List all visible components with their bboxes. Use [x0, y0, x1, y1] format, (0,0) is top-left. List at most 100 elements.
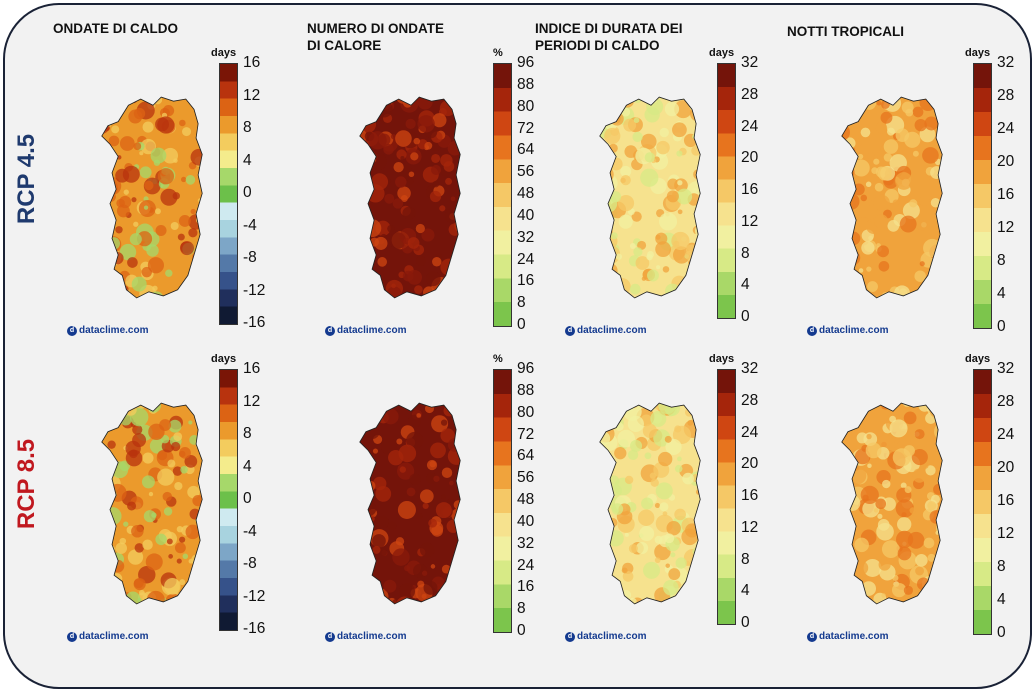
- colorbar-tick-label: 16: [243, 360, 261, 377]
- colorbar-tick-label: 96: [517, 360, 535, 377]
- colorbar-tick-label: 20: [997, 153, 1015, 170]
- colorbar: [717, 63, 736, 319]
- dataclime-logo: d dataclime.com: [565, 325, 646, 336]
- colorbar-tick-label: -16: [243, 620, 266, 637]
- colorbar-tick-label: -4: [243, 216, 257, 234]
- colorbar-tick-label: 8: [997, 558, 1006, 575]
- colorbar-unit: days: [211, 353, 237, 365]
- brand-text: dataclime.com: [337, 325, 407, 336]
- dataclime-logo: d dataclime.com: [565, 631, 646, 642]
- column-title-1: ONDATE DI CALDO: [53, 20, 178, 37]
- colorbar-tick-label: 12: [741, 518, 759, 536]
- colorbar-tick-label: 8: [243, 425, 252, 442]
- globe-icon: d: [67, 631, 77, 642]
- column-title-line: NOTTI TROPICALI: [787, 24, 904, 39]
- colorbar-tick-label: -16: [243, 314, 266, 331]
- globe-icon: d: [807, 631, 817, 642]
- colorbar-tick-label: 32: [997, 360, 1015, 377]
- colorbar-tick-label: 24: [517, 556, 535, 574]
- colorbar-tick-label: 16: [997, 492, 1015, 509]
- colorbar-tick-label: 56: [517, 163, 535, 181]
- colorbar-unit: days: [709, 353, 735, 365]
- colorbar-tick-label: 8: [517, 294, 526, 312]
- colorbar-tick-label: 20: [741, 455, 759, 473]
- sardinia-map-2-1: [359, 96, 461, 299]
- colorbar: [219, 369, 238, 631]
- colorbar-tick-label: 12: [997, 219, 1015, 236]
- colorbar-tick-label: 4: [243, 457, 252, 475]
- colorbar-tick-label: 0: [517, 622, 526, 639]
- colorbar-tick-label: 32: [517, 228, 535, 246]
- colorbar-tick-label: 24: [741, 117, 759, 135]
- colorbar-tick-label: 72: [517, 119, 535, 137]
- colorbar-tick-label: 48: [517, 491, 535, 508]
- column-title-line: ONDATE DI CALDO: [53, 21, 178, 36]
- colorbar-tick-label: 16: [517, 272, 535, 290]
- dataclime-logo: d dataclime.com: [325, 325, 406, 336]
- colorbar-tick-label: 8: [741, 550, 750, 568]
- colorbar-tick-label: 4: [997, 591, 1006, 608]
- colorbar-tick-label: 40: [517, 206, 535, 224]
- colorbar-tick-label: 12: [243, 392, 261, 410]
- colorbar-tick-label: 4: [741, 582, 750, 600]
- colorbar: [973, 63, 992, 329]
- colorbar-tick-label: 32: [517, 534, 535, 552]
- dataclime-logo: d dataclime.com: [807, 325, 888, 336]
- colorbar-tick-label: 32: [997, 54, 1015, 71]
- column-title-2: NUMERO DI ONDATE DI CALORE: [307, 20, 444, 54]
- colorbar: [717, 369, 736, 625]
- column-title-3: INDICE DI DURATA DEI PERIODI DI CALDO: [535, 20, 683, 54]
- sardinia-map-1-1: [101, 96, 203, 299]
- colorbar-tick-label: 28: [997, 393, 1015, 410]
- dataclime-logo: d dataclime.com: [807, 631, 888, 642]
- colorbar-tick-label: 24: [741, 423, 759, 441]
- colorbar-unit: days: [965, 47, 991, 59]
- colorbar-tick-label: 8: [741, 244, 750, 262]
- colorbar-tick-label: -12: [243, 281, 266, 299]
- brand-text: dataclime.com: [79, 631, 149, 642]
- column-title-line: PERIODI DI CALDO: [535, 38, 660, 53]
- dataclime-logo: d dataclime.com: [67, 325, 148, 336]
- colorbar-tick-label: -8: [243, 555, 257, 572]
- colorbar-tick-label: 80: [517, 97, 535, 115]
- column-title-4: NOTTI TROPICALI: [787, 23, 904, 40]
- colorbar-tick-label: 0: [517, 316, 526, 333]
- colorbar-tick-label: 88: [517, 381, 535, 399]
- colorbar-tick-label: 32: [741, 54, 759, 71]
- colorbar-tick-label: 16: [741, 181, 759, 198]
- colorbar-tick-label: -4: [243, 522, 257, 540]
- colorbar-tick-label: 16: [741, 487, 759, 504]
- colorbar-tick-label: 4: [997, 285, 1006, 302]
- colorbar-tick-label: -12: [243, 587, 266, 605]
- colorbar-tick-label: 64: [517, 141, 535, 159]
- dataclime-logo: d dataclime.com: [67, 631, 148, 642]
- column-title-line: NUMERO DI ONDATE: [307, 21, 444, 36]
- colorbar-tick-label: 0: [741, 308, 750, 325]
- dataclime-logo: d dataclime.com: [325, 631, 406, 642]
- colorbar-tick-label: -8: [243, 249, 257, 266]
- brand-text: dataclime.com: [79, 325, 149, 336]
- globe-icon: d: [807, 325, 817, 336]
- colorbar-tick-label: 24: [997, 120, 1015, 137]
- colorbar-tick-label: 28: [741, 391, 759, 409]
- colorbar-tick-label: 48: [517, 185, 535, 202]
- colorbar-tick-label: 8: [997, 252, 1006, 269]
- colorbar-tick-label: 40: [517, 512, 535, 530]
- colorbar-tick-label: 4: [243, 151, 252, 169]
- colorbar: [493, 63, 512, 327]
- colorbar-tick-label: 28: [741, 85, 759, 103]
- colorbar-tick-label: 28: [997, 87, 1015, 104]
- globe-icon: d: [67, 325, 77, 336]
- colorbar-unit: days: [965, 353, 991, 365]
- brand-text: dataclime.com: [337, 631, 407, 642]
- sardinia-map-4-1: [841, 96, 943, 299]
- colorbar-unit: days: [211, 47, 237, 59]
- sardinia-map-3-2: [599, 402, 701, 605]
- colorbar-tick-label: 64: [517, 447, 535, 465]
- column-title-line: DI CALORE: [307, 38, 382, 53]
- colorbar-tick-label: 4: [741, 276, 750, 294]
- brand-text: dataclime.com: [819, 631, 889, 642]
- globe-icon: d: [325, 325, 335, 336]
- colorbar: [493, 369, 512, 633]
- colorbar-tick-label: 0: [243, 490, 252, 507]
